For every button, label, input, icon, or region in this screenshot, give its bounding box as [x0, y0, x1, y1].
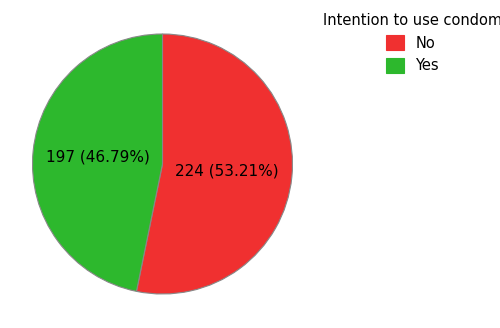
Legend: No, Yes: No, Yes — [318, 7, 500, 79]
Text: 197 (46.79%): 197 (46.79%) — [46, 150, 150, 165]
Text: 224 (53.21%): 224 (53.21%) — [176, 163, 279, 178]
Wedge shape — [136, 34, 292, 294]
Wedge shape — [32, 34, 162, 291]
